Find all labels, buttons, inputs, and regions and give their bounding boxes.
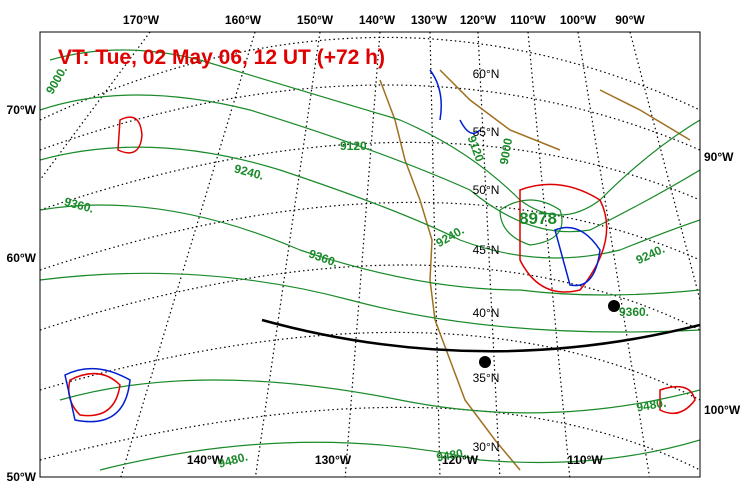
latitude-label: 60°N: [473, 67, 500, 81]
top-longitude-label: 150°W: [297, 13, 334, 27]
bottom-longitude-label: 130°W: [315, 453, 352, 467]
low-center-label: 8978: [519, 209, 557, 228]
latitude-label: 35°N: [473, 371, 500, 385]
map-frame: [39, 31, 701, 478]
anomaly-contours: [64, 69, 696, 423]
top-longitude-label: 110°W: [510, 13, 546, 27]
latitude-label: 30°N: [473, 440, 500, 454]
latitude-label: 55°N: [473, 125, 500, 139]
point-marker: [608, 300, 620, 312]
left-longitude-label: 70°W: [7, 103, 37, 117]
latitude-label: 45°N: [473, 243, 500, 257]
point-marker: [479, 356, 491, 368]
contour-label: 9480.: [435, 446, 467, 465]
right-longitude-label: 100°W: [704, 403, 741, 417]
contour-label: 9480.: [635, 396, 667, 415]
bottom-longitude-label: 120°W: [442, 453, 479, 467]
contour-label: 9000: [497, 137, 515, 166]
contour-label: 9360.: [619, 305, 649, 319]
top-longitude-label: 90°W: [615, 13, 645, 27]
top-longitude-label: 160°W: [225, 13, 262, 27]
left-longitude-label: 60°W: [7, 251, 37, 265]
contour-label: 9120.: [340, 139, 370, 153]
top-longitude-label: 120°W: [460, 13, 497, 27]
cross-section-line: [261, 318, 700, 353]
right-longitude-label: 90°W: [704, 150, 734, 164]
top-longitude-label: 100°W: [560, 13, 597, 27]
coastline: [379, 69, 691, 471]
top-longitude-label: 130°W: [411, 13, 448, 27]
bottom-longitude-label: 110°W: [567, 453, 603, 467]
top-longitude-label: 140°W: [359, 13, 396, 27]
graticule: [40, 32, 700, 477]
bottom-longitude-label: 140°W: [187, 453, 224, 467]
map-title: VT: Tue, 02 May 06, 12 UT (+72 h): [58, 46, 385, 69]
latitude-label: 40°N: [473, 306, 500, 320]
height-contours: [40, 49, 700, 471]
latitude-label: 50°N: [473, 183, 500, 197]
map-layers: [40, 32, 700, 477]
top-longitude-label: 170°W: [123, 13, 160, 27]
labels: 170°W 160°W 150°W 140°W 130°W 120°W 110°W 100°W…: [7, 13, 741, 484]
left-longitude-label: 50°W: [7, 470, 37, 484]
